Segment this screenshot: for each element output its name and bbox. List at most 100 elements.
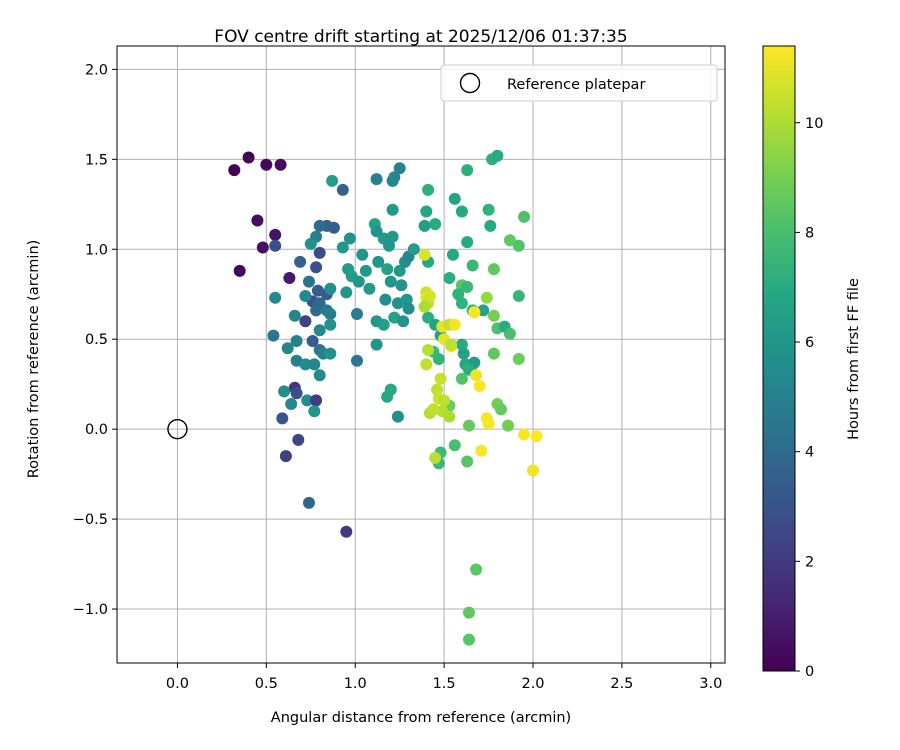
data-point	[301, 394, 314, 407]
data-point	[269, 291, 282, 304]
data-point	[386, 230, 399, 243]
data-point	[434, 372, 447, 385]
reference-platepar-marker	[167, 418, 188, 440]
data-point	[482, 417, 495, 430]
data-point	[326, 174, 339, 187]
data-point	[336, 183, 349, 196]
data-point	[290, 387, 303, 400]
data-point	[402, 302, 415, 315]
data-point	[445, 338, 458, 351]
data-point	[281, 342, 294, 355]
data-point	[283, 272, 296, 284]
data-point	[276, 412, 289, 425]
data-point	[379, 293, 392, 306]
data-point	[381, 263, 394, 276]
data-point	[303, 496, 315, 509]
data-point	[487, 263, 500, 276]
data-point	[512, 353, 525, 365]
data-point	[475, 444, 488, 457]
data-point	[518, 428, 531, 441]
data-point	[487, 347, 500, 360]
data-point	[267, 329, 280, 342]
data-point	[461, 164, 474, 177]
y-tick-label: 0.0	[85, 422, 108, 438]
data-point	[503, 234, 516, 247]
data-point	[422, 183, 435, 196]
data-point	[470, 563, 483, 576]
data-point	[418, 248, 431, 261]
data-point	[452, 288, 465, 301]
legend-entry-reference-platepar: Reference platepar	[507, 77, 645, 93]
data-point	[324, 347, 337, 360]
data-point	[256, 241, 269, 254]
data-point	[294, 255, 307, 268]
data-point	[356, 248, 369, 261]
data-point	[313, 219, 326, 232]
colorbar-tick-label: 4	[805, 445, 814, 461]
data-point	[429, 218, 442, 231]
data-point	[377, 318, 390, 331]
data-point	[370, 338, 383, 351]
data-point	[278, 385, 291, 398]
data-point	[407, 243, 420, 256]
data-point	[304, 237, 317, 250]
data-point	[418, 219, 431, 232]
data-point	[429, 451, 442, 464]
data-point	[491, 149, 504, 162]
data-point	[463, 419, 475, 432]
reference-marker-layer	[167, 418, 188, 440]
data-point	[518, 210, 531, 223]
y-axis-label: Rotation from reference (arcmin)	[26, 240, 42, 479]
data-point	[388, 171, 401, 184]
x-tick-label: 0.5	[255, 676, 278, 692]
data-point	[432, 353, 445, 365]
y-axis: −1.0 −0.5 0.0 0.5 1.0 1.5 2.0	[73, 62, 117, 618]
data-point	[359, 264, 372, 277]
data-point	[324, 318, 337, 331]
data-point	[308, 358, 321, 371]
y-tick-label: 2.0	[85, 62, 108, 78]
data-point	[290, 335, 303, 347]
data-point	[393, 264, 406, 277]
data-point	[470, 369, 483, 382]
data-point	[420, 358, 433, 371]
data-point	[512, 290, 525, 302]
data-point	[384, 383, 397, 396]
x-axis-label: Angular distance from reference (arcmin)	[271, 710, 571, 726]
data-point	[242, 151, 255, 164]
data-point	[340, 525, 353, 538]
data-point	[288, 309, 301, 322]
data-point	[251, 214, 264, 227]
data-point	[310, 261, 323, 274]
data-point	[363, 282, 376, 295]
data-point	[463, 606, 475, 619]
data-point	[285, 398, 298, 410]
data-point	[431, 383, 443, 396]
data-point	[448, 318, 461, 331]
data-point	[395, 279, 408, 292]
data-point	[477, 304, 490, 317]
y-tick-label: 1.5	[85, 152, 108, 168]
data-point	[324, 282, 337, 295]
data-point	[351, 354, 363, 367]
data-point	[455, 338, 468, 351]
data-point	[306, 335, 319, 347]
x-axis: 0.0 0.5 1.0 1.5 2.0 2.5 3.0	[166, 663, 722, 692]
data-point	[308, 405, 321, 418]
x-tick-label: 1.5	[433, 676, 456, 692]
data-point	[447, 248, 459, 261]
data-point	[372, 255, 385, 268]
data-point	[530, 430, 543, 443]
data-point	[269, 239, 282, 252]
y-tick-label: 0.5	[85, 332, 108, 348]
data-point	[351, 308, 363, 320]
data-point	[303, 275, 315, 288]
data-point	[466, 259, 479, 272]
legend-reference-marker	[459, 72, 481, 94]
data-point	[503, 327, 516, 340]
data-point	[455, 205, 468, 218]
plot-area	[116, 45, 726, 664]
colorbar-ticks: 0 2 4 6 8 10	[795, 116, 823, 680]
data-point	[512, 239, 525, 252]
